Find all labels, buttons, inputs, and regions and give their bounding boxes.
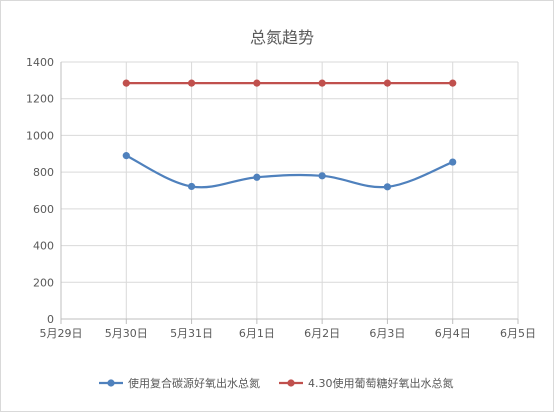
data-point xyxy=(318,172,326,180)
y-tick-label: 1400 xyxy=(26,56,54,69)
data-point xyxy=(383,79,392,87)
y-tick-label: 400 xyxy=(33,240,54,253)
chart-title: 总氮趋势 xyxy=(250,28,314,47)
series xyxy=(122,79,457,191)
data-point xyxy=(122,79,130,87)
x-tick-label: 6月5日 xyxy=(500,327,536,340)
data-point xyxy=(318,79,326,87)
series-2 xyxy=(122,79,457,87)
legend-label: 使用复合碳源好氧出水总氮 xyxy=(128,376,260,390)
data-point xyxy=(187,182,196,191)
x-tick-label: 5月30日 xyxy=(105,327,148,340)
legend-entry: 4.30使用葡萄糖好氧出水总氮 xyxy=(279,376,454,390)
x-tick-label: 6月3日 xyxy=(369,327,405,340)
x-tick-label: 6月4日 xyxy=(435,327,471,340)
x-tick-label: 6月2日 xyxy=(304,327,340,340)
legend-marker xyxy=(107,379,115,387)
axes: 0 200 400 600 800 1000 1200 1400 5月29日 5月30日 5月31日… xyxy=(26,56,536,340)
grid xyxy=(61,61,519,319)
legend-entry: 使用复合碳源好氧出水总氮 xyxy=(99,376,260,390)
data-point xyxy=(449,79,457,87)
y-tick-label: 600 xyxy=(33,203,54,216)
legend-label: 4.30使用葡萄糖好氧出水总氮 xyxy=(308,376,454,390)
series-1 xyxy=(122,152,457,191)
x-tick-label: 5月29日 xyxy=(40,327,83,340)
data-point xyxy=(253,173,261,181)
data-point xyxy=(187,79,196,87)
data-point xyxy=(253,79,261,87)
data-point xyxy=(383,183,392,191)
y-tick-label: 200 xyxy=(33,276,54,289)
y-tick-label: 1000 xyxy=(26,129,54,142)
x-tick-label: 5月31日 xyxy=(170,327,213,340)
legend-marker xyxy=(287,379,295,387)
x-tick-label: 6月1日 xyxy=(239,327,275,340)
y-tick-label: 0 xyxy=(47,313,54,326)
data-point xyxy=(122,152,130,160)
y-tick-label: 1200 xyxy=(26,93,54,106)
series-line xyxy=(125,154,454,189)
legend: 使用复合碳源好氧出水总氮 4.30使用葡萄糖好氧出水总氮 xyxy=(99,376,454,390)
data-point xyxy=(449,158,457,166)
y-tick-label: 800 xyxy=(33,166,54,179)
